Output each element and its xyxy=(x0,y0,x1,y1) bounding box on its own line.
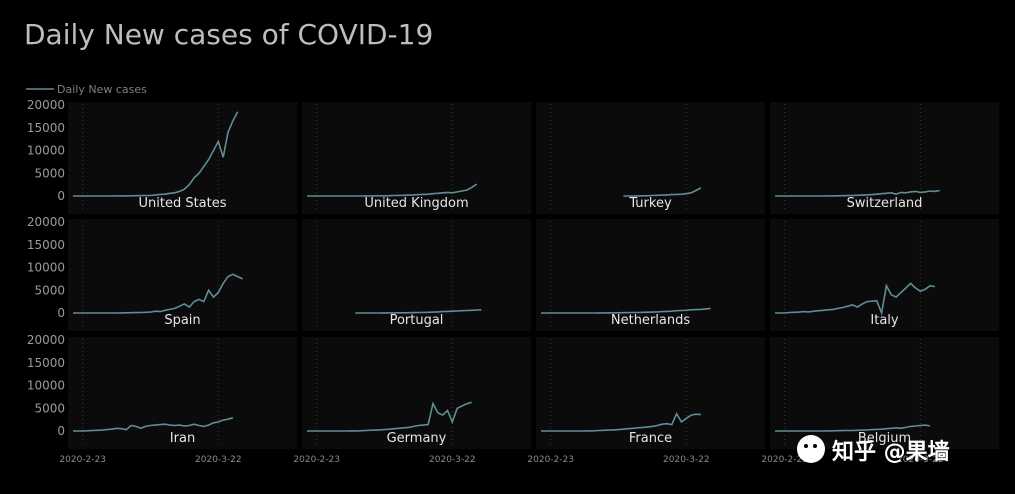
y-tick-label: 15000 xyxy=(27,238,65,252)
chart-title: Daily New cases of COVID-19 xyxy=(24,18,433,51)
panel-switzerland: Switzerland xyxy=(770,102,999,214)
panel-label: Belgium xyxy=(858,431,911,446)
panel-united-kingdom: United Kingdom xyxy=(302,102,531,214)
series-line-switzerland xyxy=(775,189,940,197)
panel-united-states: United States xyxy=(68,102,297,214)
panel-label: United Kingdom xyxy=(364,196,468,211)
wechat-eye-left xyxy=(804,444,808,448)
panel-label: Spain xyxy=(164,313,200,328)
panel-italy: Italy xyxy=(770,219,999,331)
panel-belgium: Belgium xyxy=(770,337,999,449)
x-tick-label: 2020-3-22 xyxy=(663,455,710,465)
panel-label: Portugal xyxy=(390,313,444,328)
y-tick-label: 20000 xyxy=(27,333,65,347)
y-tick-label: 5000 xyxy=(34,401,65,415)
x-tick-label: 2020-3-22 xyxy=(897,455,944,465)
y-tick-label: 0 xyxy=(57,424,65,438)
panel-label: Switzerland xyxy=(847,196,923,211)
y-tick-label: 0 xyxy=(57,306,65,320)
panel-label: Turkey xyxy=(628,196,672,211)
y-tick-label: 5000 xyxy=(34,166,65,180)
panel-spain: Spain xyxy=(68,219,297,331)
series-line-united-kingdom xyxy=(307,183,478,197)
panel-iran: Iran xyxy=(68,337,297,449)
y-tick-label: 10000 xyxy=(27,144,65,158)
panel-label: United States xyxy=(138,196,226,211)
series-line-iran xyxy=(73,417,234,432)
wechat-logo-icon xyxy=(797,435,825,463)
y-tick-label: 10000 xyxy=(27,379,65,393)
x-tick-label: 2020-2-23 xyxy=(293,455,340,465)
panel-label: Netherlands xyxy=(611,313,690,328)
watermark-text: 知乎 @果墙 xyxy=(832,439,950,465)
y-tick-label: 10000 xyxy=(27,261,65,275)
panel-label: Iran xyxy=(170,431,195,446)
series-line-united-states xyxy=(73,111,239,197)
x-tick-label: 2020-2-23 xyxy=(761,455,808,465)
x-tick-label: 2020-3-22 xyxy=(429,455,476,465)
panel-label: France xyxy=(629,431,672,446)
series-line-portugal xyxy=(355,309,482,314)
series-line-belgium xyxy=(775,424,931,432)
series-line-netherlands xyxy=(541,307,711,314)
series-line-france xyxy=(541,411,701,432)
y-tick-label: 15000 xyxy=(27,356,65,370)
series-line-italy xyxy=(775,282,936,316)
panels-grid: United States 20000 15000 10000 5000 0 United … xyxy=(27,98,999,465)
panel-france: France xyxy=(536,337,765,449)
y-tick-label: 15000 xyxy=(27,121,65,135)
y-tick-label: 20000 xyxy=(27,215,65,229)
chart-legend: Daily New cases xyxy=(26,83,147,96)
y-tick-label: 5000 xyxy=(34,283,65,297)
panel-germany: Germany xyxy=(302,337,531,449)
x-tick-label: 2020-2-23 xyxy=(59,455,106,465)
panel-portugal: Portugal xyxy=(302,219,531,331)
y-tick-label: 20000 xyxy=(27,98,65,112)
y-tick-label: 0 xyxy=(57,189,65,203)
watermark: 知乎 @果墙 xyxy=(797,435,950,465)
series-line-turkey xyxy=(623,187,702,197)
x-tick-label: 2020-2-23 xyxy=(527,455,574,465)
wechat-eye-right xyxy=(813,444,817,448)
series-line-spain xyxy=(73,273,243,314)
panel-label: Germany xyxy=(387,431,447,446)
panel-netherlands: Netherlands xyxy=(536,219,765,331)
series-line-germany xyxy=(307,401,472,432)
panel-turkey: Turkey xyxy=(536,102,765,214)
panel-label: Italy xyxy=(870,313,899,328)
legend-label: Daily New cases xyxy=(57,83,147,96)
x-tick-label: 2020-3-22 xyxy=(195,455,242,465)
